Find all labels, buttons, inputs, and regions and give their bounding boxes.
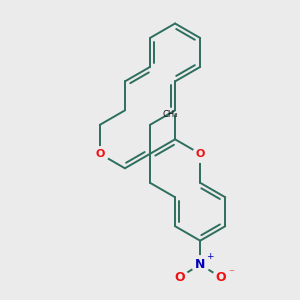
Text: O: O (196, 149, 205, 159)
Text: CH₃: CH₃ (163, 110, 178, 119)
Text: N: N (195, 258, 205, 271)
Text: ⁻: ⁻ (229, 268, 235, 278)
Text: O: O (174, 271, 184, 284)
Text: O: O (95, 149, 104, 159)
Text: O: O (216, 271, 226, 284)
Text: +: + (206, 252, 214, 261)
